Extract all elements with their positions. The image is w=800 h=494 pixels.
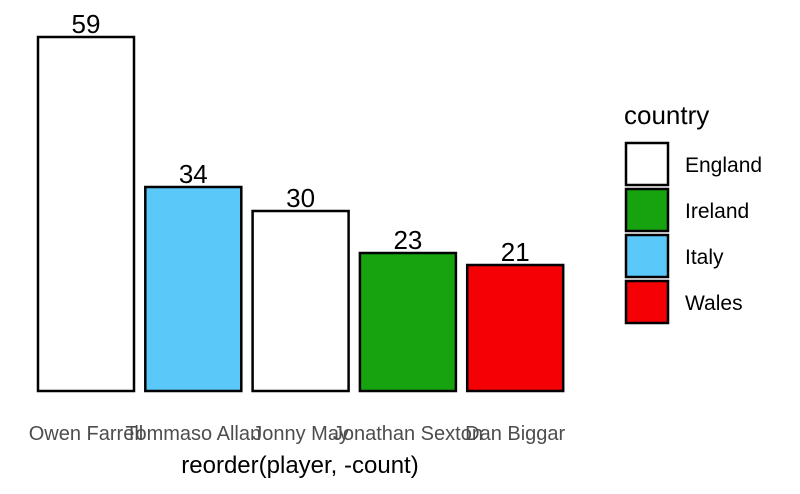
legend-label-wales: Wales [685, 292, 743, 315]
bar-2 [144, 185, 243, 393]
x-axis-title: reorder(player, -count) [181, 452, 418, 479]
x-tick-label-5: Dan Biggar [465, 423, 565, 445]
bar-4 [358, 251, 458, 393]
data-label-1: 59 [72, 9, 101, 39]
x-tick-label-2: Tommaso Allan [125, 423, 261, 445]
legend-key-italy [624, 233, 670, 279]
data-label-5: 21 [501, 237, 530, 267]
legend-label-ireland: Ireland [685, 200, 749, 223]
legend-label-italy: Italy [685, 246, 724, 269]
data-label-2: 34 [179, 159, 208, 189]
x-tick-label-4: Jonathan Sexton [333, 423, 483, 445]
legend-label-england: England [685, 154, 762, 177]
legend-key-wales [624, 279, 670, 325]
data-label-3: 30 [286, 183, 315, 213]
bars [36, 35, 565, 393]
data-label-4: 23 [393, 225, 422, 255]
bar-5 [465, 263, 565, 393]
legend-title: country [624, 100, 709, 130]
bar-1 [36, 35, 136, 393]
legend-key-ireland [624, 187, 670, 233]
legend-key-england [624, 141, 670, 187]
x-tick-label-1: Owen Farrell [29, 423, 143, 445]
data-labels: 59 34 30 23 21 [72, 9, 530, 267]
x-tick-label-3: Jonny May [252, 423, 349, 445]
bar-3 [251, 209, 350, 393]
legend: country England Ireland Italy Wales [624, 100, 762, 325]
